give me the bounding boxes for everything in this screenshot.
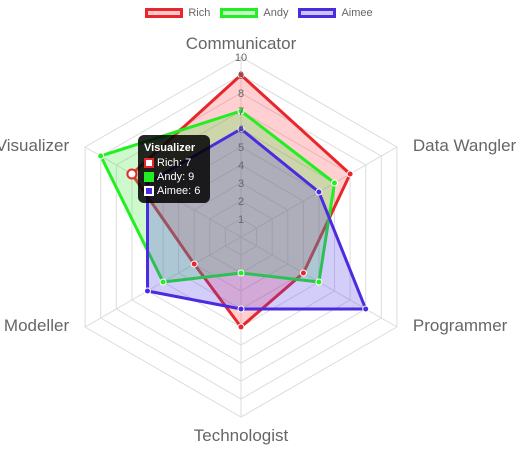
tick-label-2: 2 [238,196,244,208]
legend-label-rich: Rich [188,7,211,19]
tick-label-3: 3 [238,178,244,190]
data-point-aimee-0 [237,125,245,133]
tooltip-swatch-rich [144,158,154,168]
data-point-rich-5 [126,168,138,180]
tooltip-row-aimee: Aimee: 6 [144,184,204,198]
data-point-rich-4 [190,260,198,268]
legend-swatch-andy [220,8,259,18]
tick-label-8: 8 [238,88,244,100]
tooltip-row-andy: Andy: 9 [144,170,204,184]
tooltip-text-rich: Rich: 7 [157,157,192,169]
tooltip-text-aimee: Aimee: 6 [157,185,201,197]
tooltip-swatch-andy [144,172,154,182]
tick-label-9: 9 [238,70,244,82]
tick-label-4: 4 [238,160,244,172]
data-point-andy-4 [159,278,167,286]
tick-label-10: 10 [235,52,247,64]
tick-label-5: 5 [238,142,244,154]
tick-label-6: 6 [238,124,244,136]
legend-item-rich[interactable]: Rich [145,7,210,19]
tooltip-swatch-aimee [144,186,154,196]
tick-label-1: 1 [238,214,244,226]
data-point-rich-3 [237,323,245,331]
data-point-andy-3 [237,269,245,277]
data-point-andy-2 [315,278,323,286]
category-label-programmer: Programmer [413,316,508,335]
legend-label-andy: Andy [263,7,289,19]
category-label-technologist: Technologist [194,426,289,445]
legend: Rich Andy Aimee [0,7,518,19]
legend-label-aimee: Aimee [341,7,373,19]
data-point-andy-5 [97,152,105,160]
tooltip-text-andy: Andy: 9 [157,171,195,183]
data-point-aimee-3 [237,305,245,313]
data-point-andy-1 [331,179,338,187]
tick-label-7: 7 [238,106,244,118]
legend-swatch-aimee [298,8,337,18]
data-point-andy-0 [237,107,245,115]
tooltip-row-rich: Rich: 7 [144,156,204,170]
category-label-visualizer: Visualizer [0,136,69,155]
data-point-rich-1 [346,170,354,178]
data-point-rich-2 [299,269,307,277]
tooltip-title: Visualizer [144,142,196,154]
category-label-modeller: Modeller [4,316,70,335]
category-label-communicator: Communicator [186,34,297,53]
legend-item-aimee[interactable]: Aimee [298,7,373,19]
data-point-aimee-2 [362,305,370,313]
data-point-aimee-4 [144,287,151,295]
legend-item-andy[interactable]: Andy [220,7,288,19]
tooltip: Visualizer Rich: 7 Andy: 9 Aimee: 6 [138,135,210,203]
category-label-data-wangler: Data Wangler [413,136,517,155]
data-point-rich-0 [237,71,245,79]
legend-swatch-rich [145,8,184,18]
data-point-aimee-1 [315,188,323,196]
